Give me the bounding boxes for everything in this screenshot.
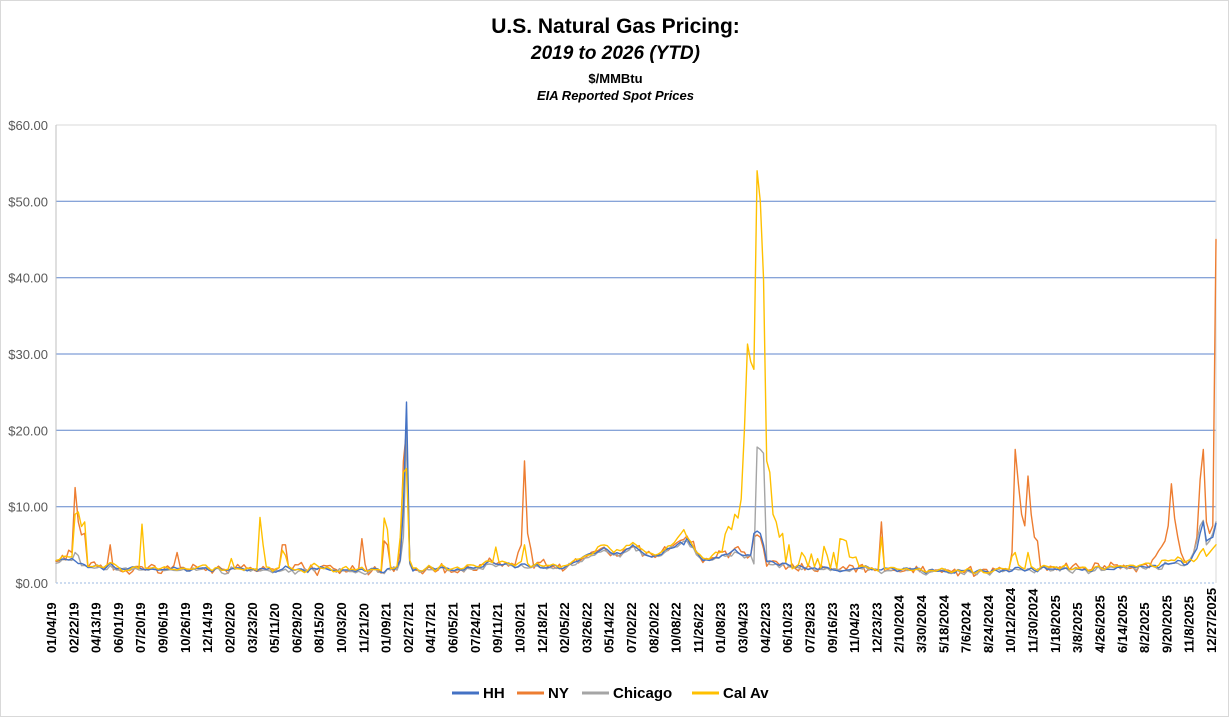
svg-text:$60.00: $60.00	[8, 118, 48, 133]
svg-text:4/26/2025: 4/26/2025	[1093, 595, 1108, 653]
svg-text:$0.00: $0.00	[15, 576, 48, 591]
svg-text:3/30/2024: 3/30/2024	[914, 594, 929, 653]
svg-text:HH: HH	[483, 685, 505, 702]
svg-text:07/02/22: 07/02/22	[624, 602, 639, 653]
svg-text:10/26/19: 10/26/19	[178, 602, 193, 653]
svg-text:06/05/21: 06/05/21	[446, 602, 461, 653]
svg-text:12/23/23: 12/23/23	[869, 602, 884, 653]
svg-text:8/2/2025: 8/2/2025	[1137, 602, 1152, 653]
svg-text:10/08/22: 10/08/22	[669, 602, 684, 653]
svg-text:8/24/2024: 8/24/2024	[981, 594, 996, 653]
svg-text:12/14/19: 12/14/19	[200, 602, 215, 653]
svg-text:6/14/2025: 6/14/2025	[1115, 595, 1130, 653]
svg-text:09/06/19: 09/06/19	[156, 602, 171, 653]
svg-text:1/18/2025: 1/18/2025	[1048, 595, 1063, 653]
svg-text:07/20/19: 07/20/19	[133, 602, 148, 653]
svg-text:$50.00: $50.00	[8, 194, 48, 209]
svg-text:$40.00: $40.00	[8, 271, 48, 286]
svg-text:08/20/22: 08/20/22	[646, 602, 661, 653]
svg-text:03/23/20: 03/23/20	[245, 602, 260, 653]
svg-text:09/16/23: 09/16/23	[825, 602, 840, 653]
svg-text:11/30/2024: 11/30/2024	[1026, 588, 1041, 653]
svg-text:05/14/22: 05/14/22	[602, 602, 617, 653]
svg-text:5/18/2024: 5/18/2024	[936, 594, 951, 653]
svg-text:05/11/20: 05/11/20	[267, 603, 282, 653]
svg-text:$30.00: $30.00	[8, 347, 48, 362]
svg-text:06/10/23: 06/10/23	[780, 602, 795, 653]
svg-text:09/11/21: 09/11/21	[490, 603, 505, 653]
svg-text:03/26/22: 03/26/22	[579, 602, 594, 653]
svg-text:06/01/19: 06/01/19	[111, 602, 126, 653]
svg-text:07/24/21: 07/24/21	[468, 602, 483, 653]
svg-text:11/21/20: 11/21/20	[356, 603, 371, 653]
svg-text:02/05/22: 02/05/22	[557, 602, 572, 653]
svg-text:01/08/23: 01/08/23	[713, 602, 728, 653]
svg-text:03/04/23: 03/04/23	[736, 602, 751, 653]
svg-text:3/8/2025: 3/8/2025	[1070, 602, 1085, 653]
svg-text:04/13/19: 04/13/19	[89, 602, 104, 653]
svg-text:$10.00: $10.00	[8, 500, 48, 515]
svg-text:9/20/2025: 9/20/2025	[1159, 595, 1174, 653]
svg-text:06/29/20: 06/29/20	[289, 602, 304, 653]
svg-text:11/26/22: 11/26/22	[691, 603, 706, 653]
svg-text:$20.00: $20.00	[8, 423, 48, 438]
svg-text:04/17/21: 04/17/21	[423, 602, 438, 653]
svg-text:07/29/23: 07/29/23	[803, 602, 818, 653]
svg-text:10/12/2024: 10/12/2024	[1003, 587, 1018, 653]
svg-text:02/02/20: 02/02/20	[223, 602, 238, 653]
svg-text:10/30/21: 10/30/21	[513, 602, 528, 653]
svg-text:12/27/2025: 12/27/2025	[1204, 588, 1219, 653]
svg-text:Chicago: Chicago	[613, 685, 672, 702]
svg-text:NY: NY	[548, 685, 569, 702]
svg-text:08/15/20: 08/15/20	[312, 602, 327, 653]
svg-text:01/04/19: 01/04/19	[44, 602, 59, 653]
svg-text:2/10/2024: 2/10/2024	[892, 594, 907, 653]
svg-text:7/6/2024: 7/6/2024	[959, 602, 974, 653]
svg-text:Cal Av: Cal Av	[723, 685, 769, 702]
svg-text:12/18/21: 12/18/21	[535, 602, 550, 653]
svg-text:11/04/23: 11/04/23	[847, 603, 862, 653]
svg-text:02/27/21: 02/27/21	[401, 602, 416, 653]
svg-text:01/09/21: 01/09/21	[379, 602, 394, 653]
svg-text:10/03/20: 10/03/20	[334, 602, 349, 653]
svg-text:02/22/19: 02/22/19	[66, 602, 81, 653]
svg-text:04/22/23: 04/22/23	[758, 602, 773, 653]
svg-text:11/8/2025: 11/8/2025	[1182, 596, 1197, 653]
